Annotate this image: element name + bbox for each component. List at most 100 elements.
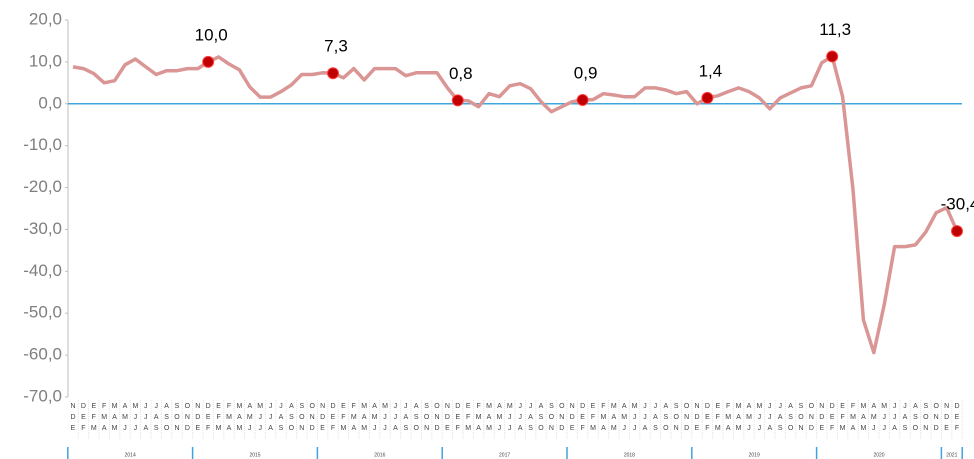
data-label: -30,4	[941, 195, 974, 214]
x-tick-label: A	[497, 403, 502, 410]
x-tick-label: F	[466, 414, 470, 421]
x-tick-label: M	[101, 414, 107, 421]
x-tick-label: O	[413, 425, 419, 432]
x-tick-label: N	[549, 425, 554, 432]
x-tick-label: M	[132, 403, 138, 410]
x-tick-label: D	[70, 414, 75, 421]
x-tick-label: E	[445, 425, 450, 432]
data-point	[951, 225, 963, 238]
x-tick-label: D	[830, 403, 835, 410]
x-tick-label: D	[330, 403, 335, 410]
x-tick-label: S	[539, 414, 544, 421]
x-tick-label: O	[913, 425, 919, 432]
x-tick-label: A	[362, 414, 367, 421]
x-tick-label: M	[507, 403, 513, 410]
x-tick-label: A	[736, 414, 741, 421]
x-tick-label: M	[476, 414, 482, 421]
x-tick-label: F	[352, 403, 356, 410]
x-tick-label: D	[185, 425, 190, 432]
x-tick-label: J	[882, 414, 886, 421]
x-tick-label: D	[580, 403, 585, 410]
x-tick-label: N	[434, 414, 439, 421]
x-tick-label: O	[299, 414, 305, 421]
x-tick-label: J	[144, 403, 148, 410]
x-tick-label: F	[81, 425, 85, 432]
x-tick-label: E	[206, 414, 211, 421]
x-tick-label: J	[279, 403, 283, 410]
x-tick-label: M	[257, 403, 263, 410]
x-tick-label: A	[653, 414, 658, 421]
x-tick-label: M	[340, 425, 346, 432]
x-tick-label: M	[372, 414, 378, 421]
x-tick-label: E	[580, 414, 585, 421]
x-tick-label: M	[91, 425, 97, 432]
x-tick-label: M	[871, 414, 877, 421]
x-tick-label: A	[247, 403, 252, 410]
x-tick-label: A	[518, 425, 523, 432]
year-label: 2021	[946, 452, 957, 458]
x-tick-label: M	[361, 425, 367, 432]
x-tick-label: J	[508, 414, 512, 421]
x-tick-label: D	[944, 414, 949, 421]
x-tick-label: M	[382, 403, 388, 410]
x-tick-label: M	[226, 414, 232, 421]
x-tick-label: F	[206, 425, 210, 432]
x-tick-label: S	[164, 414, 169, 421]
x-tick-label: O	[309, 403, 315, 410]
x-tick-label: F	[716, 414, 720, 421]
y-tick-label: 20,0	[29, 9, 62, 28]
x-tick-label: F	[92, 414, 96, 421]
x-tick-label: A	[123, 403, 128, 410]
x-tick-label: M	[621, 414, 627, 421]
x-tick-label: A	[279, 414, 284, 421]
x-tick-label: J	[529, 403, 533, 410]
data-point	[701, 91, 714, 104]
year-label: 2018	[624, 452, 635, 458]
x-tick-label: J	[643, 414, 647, 421]
x-tick-label: M	[860, 403, 866, 410]
x-tick-label: S	[778, 425, 783, 432]
x-tick-label: A	[892, 425, 897, 432]
x-tick-label: J	[144, 414, 148, 421]
x-tick-label: N	[798, 425, 803, 432]
x-tick-label: F	[456, 425, 460, 432]
x-tick-label: J	[882, 425, 886, 432]
x-tick-label: E	[81, 414, 86, 421]
year-label: 2015	[249, 452, 260, 458]
x-tick-label: F	[601, 403, 605, 410]
x-tick-label: M	[351, 414, 357, 421]
x-tick-label: A	[778, 414, 783, 421]
x-tick-label: E	[695, 425, 700, 432]
x-tick-label: N	[299, 425, 304, 432]
x-tick-label: A	[601, 425, 606, 432]
x-tick-label: F	[705, 425, 709, 432]
x-tick-label: N	[570, 403, 575, 410]
x-tick-label: N	[694, 403, 699, 410]
x-tick-label: J	[893, 403, 897, 410]
x-tick-label: J	[518, 414, 522, 421]
x-tick-label: J	[404, 403, 408, 410]
x-tick-label: M	[725, 414, 731, 421]
year-label: 2020	[873, 452, 884, 458]
data-label: 1,4	[699, 61, 723, 80]
y-tick-label: 0,0	[38, 93, 62, 112]
x-tick-label: M	[112, 425, 118, 432]
x-tick-label: S	[913, 414, 918, 421]
x-tick-label: A	[164, 403, 169, 410]
x-tick-label: E	[91, 403, 96, 410]
x-tick-label: S	[289, 414, 294, 421]
x-tick-label: D	[195, 414, 200, 421]
x-tick-label: M	[236, 403, 242, 410]
x-tick-label: J	[633, 414, 637, 421]
year-label: 2019	[749, 452, 760, 458]
x-tick-label: M	[112, 403, 118, 410]
x-tick-label: A	[154, 414, 159, 421]
x-tick-label: S	[923, 403, 928, 410]
x-tick-label: A	[903, 414, 908, 421]
x-tick-label: E	[341, 403, 346, 410]
data-point	[202, 55, 215, 68]
x-tick-label: N	[320, 403, 325, 410]
x-tick-label: A	[403, 414, 408, 421]
x-tick-label: F	[227, 403, 231, 410]
